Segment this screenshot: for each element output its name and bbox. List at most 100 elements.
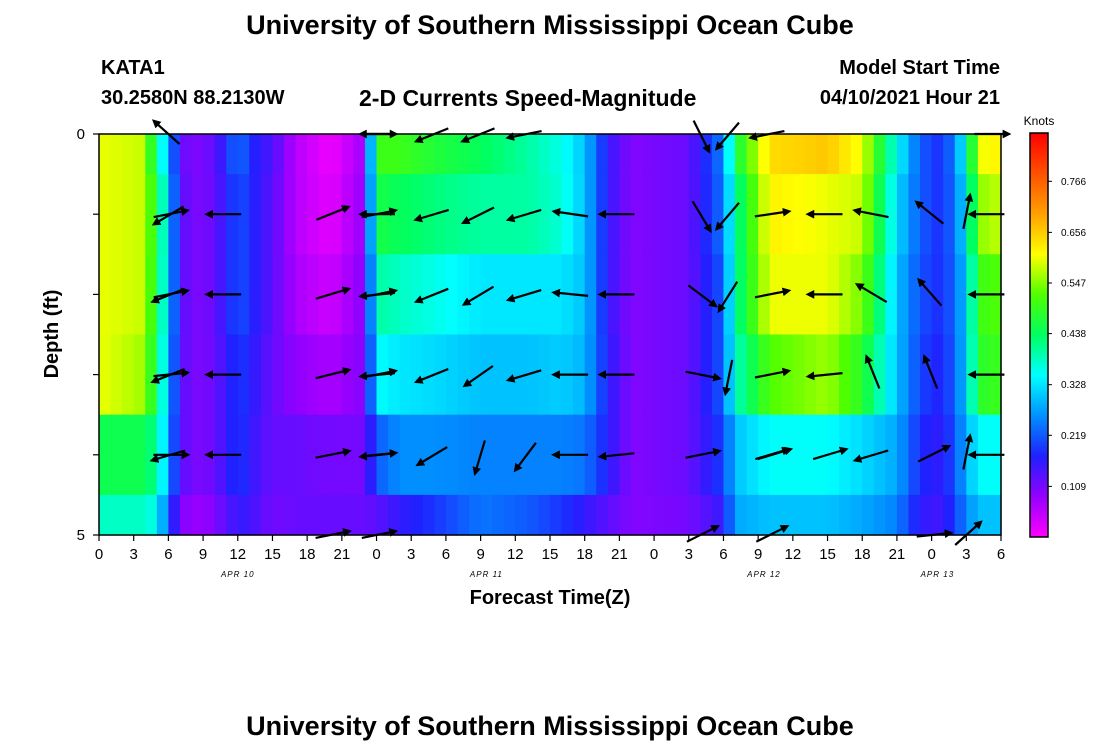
heatmap-cell <box>515 134 528 175</box>
current-vector <box>852 207 889 219</box>
heatmap-cell <box>550 174 563 255</box>
colorbar-tick-label: 0.109 <box>1061 482 1086 493</box>
current-vector <box>513 442 537 473</box>
heatmap-cell <box>503 254 516 336</box>
heatmap-cell <box>133 134 146 175</box>
heatmap-cell <box>896 174 910 255</box>
current-vector <box>505 369 542 383</box>
heatmap-cell <box>295 254 308 336</box>
heatmap-cell <box>457 414 470 496</box>
current-vector <box>551 207 589 218</box>
heatmap-cell <box>769 334 782 416</box>
heatmap-cell <box>792 254 806 336</box>
current-vector <box>413 367 449 384</box>
heatmap-cell <box>839 494 852 536</box>
heatmap-cell <box>399 334 412 416</box>
heatmap-cell <box>873 414 886 496</box>
heatmap-cell <box>503 494 516 536</box>
current-vector <box>461 285 495 306</box>
current-vector <box>722 359 734 397</box>
current-vector <box>864 354 881 389</box>
current-vector <box>597 451 635 461</box>
current-vector <box>358 371 396 381</box>
current-vector <box>150 367 186 384</box>
x-tick-label: 6 <box>164 546 172 563</box>
heatmap-cell <box>284 134 297 175</box>
heatmap-cell <box>607 494 620 536</box>
heatmap-cell <box>515 174 528 255</box>
heatmap-cell <box>665 134 678 175</box>
heatmap-cell <box>388 414 401 496</box>
heatmap-cell <box>272 254 285 336</box>
heatmap-cell <box>260 334 274 416</box>
heatmap-cell <box>920 254 933 336</box>
heatmap-cell <box>411 174 424 255</box>
heatmap-cell <box>260 174 274 255</box>
heatmap-cell <box>873 494 886 536</box>
heatmap-cell <box>353 174 366 255</box>
heatmap-cell <box>353 134 366 175</box>
heatmap-cell <box>815 134 829 175</box>
heatmap-cell <box>249 494 262 536</box>
heatmap-cell <box>480 414 493 496</box>
heatmap-cell <box>538 134 551 175</box>
heatmap-cell <box>908 334 921 416</box>
heatmap-cell <box>908 494 921 536</box>
heatmap-cell <box>630 134 644 175</box>
x-tick-label: 18 <box>299 546 316 563</box>
heatmap-cell <box>341 334 355 416</box>
heatmap-cell <box>954 334 967 416</box>
heatmap-cell <box>931 134 944 175</box>
colorbar: Knots 0.766 0.656 0.547 0.438 0.328 0.219 0.109 <box>1024 114 1086 538</box>
heatmap-cell <box>503 134 516 175</box>
heatmap-cell <box>341 254 355 336</box>
heatmap-cell <box>677 334 690 416</box>
heatmap-cell <box>931 414 944 496</box>
x-tick-label: 18 <box>576 546 593 563</box>
heatmap-cell <box>480 334 493 416</box>
heatmap-cell <box>376 134 389 175</box>
heatmap-cell <box>260 414 274 496</box>
colorbar-tick-label: 0.219 <box>1061 431 1086 442</box>
current-vector <box>462 365 494 388</box>
heatmap-cell <box>168 494 181 536</box>
x-tick-label: 9 <box>199 546 207 563</box>
heatmap-cell <box>630 494 644 536</box>
heatmap-cell <box>711 254 725 336</box>
x-tick-label: 6 <box>997 546 1005 563</box>
heatmap-cell <box>295 334 308 416</box>
heatmap-cell <box>341 414 355 496</box>
heatmap-cell <box>839 134 852 175</box>
heatmap-cell <box>122 494 135 536</box>
heatmap-cell <box>422 334 435 416</box>
heatmap-cell <box>330 174 343 255</box>
heatmap-cell <box>781 414 794 496</box>
heatmap-cell <box>214 134 227 175</box>
current-vector <box>917 444 952 463</box>
heatmap-cell <box>781 134 794 175</box>
heatmap-cell <box>839 414 852 496</box>
day-label: APR 12 <box>746 570 781 579</box>
x-tick-label: 3 <box>130 546 138 563</box>
current-vector <box>149 449 186 463</box>
heatmap-cell <box>584 134 597 175</box>
heatmap-cell <box>133 334 146 416</box>
heatmap-cell <box>364 494 378 536</box>
heatmap-cell <box>99 174 112 255</box>
heatmap-cell <box>862 254 875 336</box>
current-vector <box>415 446 448 467</box>
heatmap-cell <box>411 414 424 496</box>
chart-title: University of Southern Mississippi Ocean… <box>246 10 854 40</box>
x-tick-label: 21 <box>334 546 351 563</box>
heatmap-cell <box>284 174 297 255</box>
current-vector <box>717 281 739 314</box>
colorbar-bar <box>1029 132 1049 538</box>
heatmap-cell <box>503 334 516 416</box>
heatmap-cell <box>330 414 343 496</box>
heatmap-cell <box>434 254 447 336</box>
current-vector <box>685 370 722 382</box>
heatmap-cell <box>399 494 412 536</box>
heatmap-cell <box>145 134 158 175</box>
heatmap-cell <box>700 174 713 255</box>
heatmap-cell <box>630 254 644 336</box>
